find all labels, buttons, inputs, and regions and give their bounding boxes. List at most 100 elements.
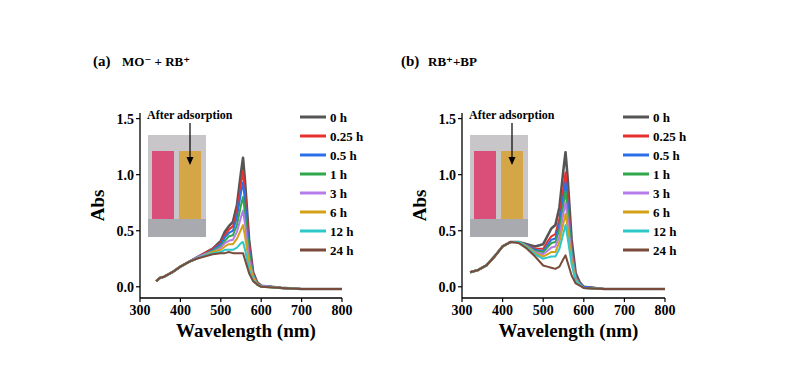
y-tick	[136, 286, 140, 287]
panel-label: (a)	[93, 53, 111, 70]
spectrum-line	[470, 214, 665, 289]
x-tick-label: 300	[130, 303, 151, 318]
y-tick-label: 0.0	[439, 280, 457, 295]
y-axis	[461, 113, 462, 298]
arrow-head	[509, 157, 516, 165]
inset-photo	[470, 135, 528, 237]
x-tick	[341, 298, 342, 302]
y-tick	[136, 174, 140, 175]
x-axis-label: Wavelength (nm)	[176, 320, 316, 342]
y-tick-label: 1.5	[117, 112, 135, 127]
legend-label: 1 h	[330, 167, 348, 182]
x-tick	[624, 298, 625, 302]
legend-swatch	[300, 230, 326, 233]
x-tick-label: 400	[492, 303, 513, 318]
inset-photo	[148, 135, 206, 237]
legend-label: 3 h	[330, 186, 348, 201]
x-tick-label: 600	[251, 303, 272, 318]
legend-label: 6 h	[653, 205, 671, 220]
x-tick	[139, 298, 140, 302]
x-axis	[140, 297, 342, 298]
legend-label: 24 h	[653, 243, 677, 258]
x-tick	[502, 298, 503, 302]
figure: (a) MO⁻ + RB⁺ 300 400 500 600 700 800 0.0 0.5 1.0 1…	[0, 0, 795, 383]
vial-before	[474, 151, 496, 219]
x-axis-label: Wavelength (nm)	[499, 320, 639, 342]
spectrum-line	[156, 242, 342, 289]
legend-swatch	[623, 173, 649, 176]
x-tick	[220, 298, 221, 302]
legend-label: 0.25 h	[330, 129, 364, 144]
legend-label: 24 h	[330, 243, 354, 258]
x-tick-label: 800	[332, 303, 353, 318]
legend-swatch	[300, 192, 326, 195]
panel-title: MO⁻ + RB⁺	[122, 54, 190, 69]
annotation: After adsorption	[469, 108, 555, 122]
legend-swatch	[623, 211, 649, 214]
vial-before	[152, 151, 174, 219]
legend-swatch	[300, 249, 326, 252]
legend-swatch	[300, 211, 326, 214]
panel-title: RB⁺+BP	[428, 54, 477, 69]
inset-base	[470, 219, 528, 237]
x-tick-label: 700	[614, 303, 635, 318]
panel-label: (b)	[401, 53, 419, 70]
y-tick	[458, 118, 462, 119]
x-tick	[261, 298, 262, 302]
legend-label: 0.5 h	[330, 148, 358, 163]
legend-label: 0.5 h	[653, 148, 681, 163]
y-tick-label: 0.5	[117, 224, 135, 239]
panel: (a) MO⁻ + RB⁺ 300 400 500 600 700 800 0.0 0.5 1.0 1…	[87, 53, 364, 342]
x-tick	[583, 298, 584, 302]
y-axis-label: Abs	[409, 190, 430, 222]
y-tick	[136, 230, 140, 231]
y-tick-label: 1.5	[439, 112, 457, 127]
spectrum-line	[156, 252, 342, 289]
legend-label: 0.25 h	[653, 129, 687, 144]
legend-swatch	[623, 230, 649, 233]
x-tick-label: 500	[533, 303, 554, 318]
legend-label: 12 h	[653, 224, 677, 239]
x-tick	[664, 298, 665, 302]
legend-swatch	[300, 135, 326, 138]
x-tick	[301, 298, 302, 302]
legend-label: 6 h	[330, 205, 348, 220]
y-tick-label: 1.0	[117, 168, 135, 183]
x-tick	[180, 298, 181, 302]
x-tick-label: 700	[291, 303, 312, 318]
x-tick-label: 400	[170, 303, 191, 318]
legend-swatch	[623, 135, 649, 138]
legend-label: 3 h	[653, 186, 671, 201]
vial-after	[501, 151, 523, 219]
legend-swatch	[300, 116, 326, 119]
x-tick-label: 500	[210, 303, 231, 318]
legend-swatch	[300, 154, 326, 157]
x-tick-label: 300	[452, 303, 473, 318]
panel: (b)RB⁺+BP3004005006007008000.00.51.01.5W…	[401, 53, 687, 342]
x-axis	[462, 297, 665, 298]
legend-swatch	[623, 192, 649, 195]
vial-after	[179, 151, 201, 219]
legend-label: 0 h	[653, 110, 671, 125]
y-tick	[458, 286, 462, 287]
y-tick-label: 0.5	[439, 224, 457, 239]
y-tick	[136, 118, 140, 119]
y-tick-label: 0.0	[117, 280, 135, 295]
y-axis	[139, 113, 140, 298]
x-tick	[543, 298, 544, 302]
y-tick	[458, 230, 462, 231]
inset-base	[148, 219, 206, 237]
x-tick-label: 800	[655, 303, 676, 318]
legend-label: 12 h	[330, 224, 354, 239]
spectrum-line	[470, 242, 665, 289]
legend-swatch	[623, 249, 649, 252]
y-tick	[458, 174, 462, 175]
x-tick-label: 600	[573, 303, 594, 318]
legend-label: 1 h	[653, 167, 671, 182]
annotation: After adsorption	[147, 108, 233, 122]
x-tick	[461, 298, 462, 302]
legend-swatch	[623, 154, 649, 157]
arrow-head	[187, 157, 194, 165]
legend-swatch	[623, 116, 649, 119]
legend-swatch	[300, 173, 326, 176]
